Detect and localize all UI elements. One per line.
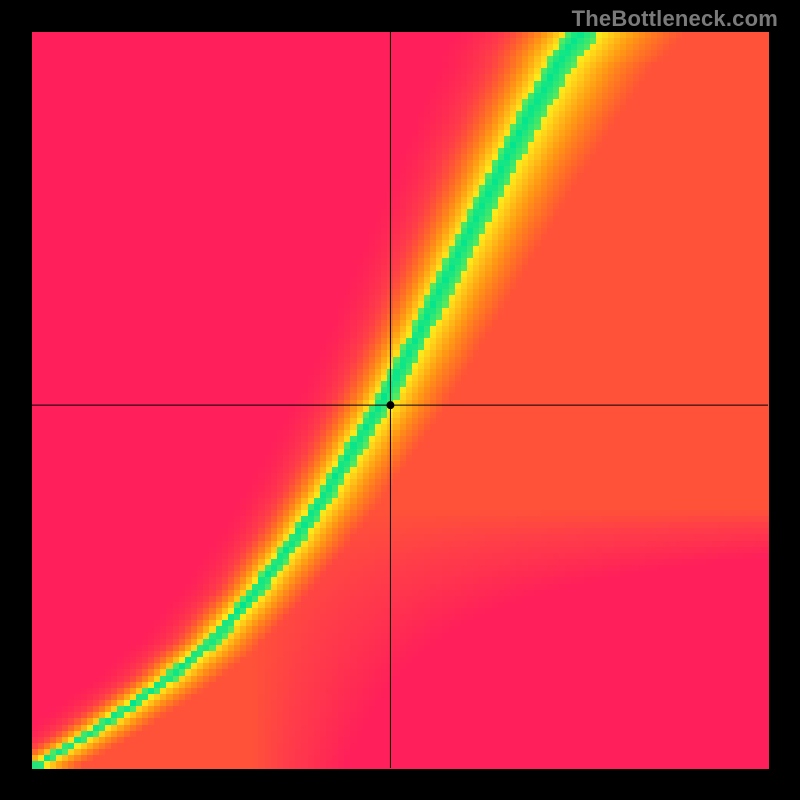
crosshair-dot	[386, 401, 394, 409]
crosshair-overlay	[0, 0, 800, 800]
watermark-text: TheBottleneck.com	[572, 6, 778, 32]
